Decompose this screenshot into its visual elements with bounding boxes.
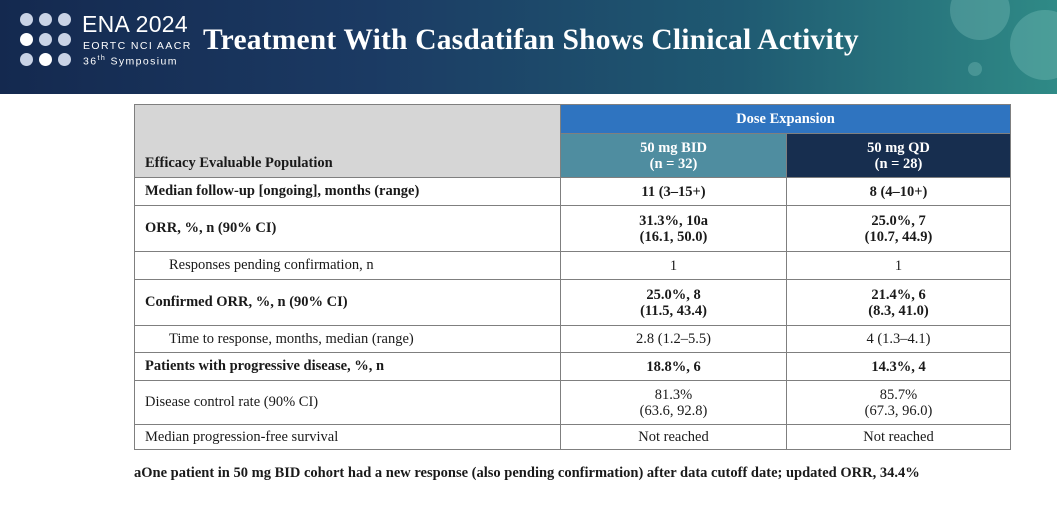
row-label: Median follow-up [ongoing], months (rang… — [134, 177, 561, 206]
decorative-bubble — [968, 62, 982, 76]
table-row: Median progression-free survival Not rea… — [134, 424, 1011, 450]
row-label: Median progression-free survival — [134, 424, 561, 450]
cell-qd: 14.3%, 4 — [786, 352, 1011, 381]
cell-qd: 85.7% (67.3, 96.0) — [786, 380, 1011, 425]
cell-bid: 25.0%, 8 (11.5, 43.4) — [560, 279, 787, 326]
cell-qd: 4 (1.3–4.1) — [786, 325, 1011, 353]
cell-qd: 25.0%, 7 (10.7, 44.9) — [786, 205, 1011, 252]
ena-logo-icon — [20, 13, 72, 69]
decorative-bubble — [1010, 10, 1057, 80]
table-row: Median follow-up [ongoing], months (rang… — [134, 177, 1011, 206]
table-row: Time to response, months, median (range)… — [134, 325, 1011, 353]
footnote: aOne patient in 50 mg BID cohort had a n… — [134, 465, 920, 481]
cell-bid: 81.3% (63.6, 92.8) — [560, 380, 787, 425]
row-label: ORR, %, n (90% CI) — [134, 205, 561, 252]
cell-qd: 21.4%, 6 (8.3, 41.0) — [786, 279, 1011, 326]
table-row: Patients with progressive disease, %, n … — [134, 352, 1011, 381]
cell-bid: 31.3%, 10a (16.1, 50.0) — [560, 205, 787, 252]
cell-bid: 18.8%, 6 — [560, 352, 787, 381]
efficacy-table: Efficacy Evaluable Population Dose Expan… — [134, 104, 1011, 450]
table-row: Responses pending confirmation, n 1 1 — [134, 251, 1011, 280]
cell-bid: Not reached — [560, 424, 787, 450]
brand-subtitle: EORTC NCI AACR — [83, 40, 192, 52]
row-label: Time to response, months, median (range) — [134, 325, 561, 353]
row-label: Disease control rate (90% CI) — [134, 380, 561, 425]
row-label: Responses pending confirmation, n — [134, 251, 561, 280]
cell-qd: 8 (4–10+) — [786, 177, 1011, 206]
dose-expansion-header: Dose Expansion — [560, 104, 1011, 134]
decorative-bubble — [950, 0, 1010, 40]
symposium-label: 36th Symposium — [83, 55, 178, 68]
cell-bid: 1 — [560, 251, 787, 280]
brand-name: ENA 2024 — [82, 11, 188, 37]
cell-bid: 11 (3–15+) — [560, 177, 787, 206]
table-row: ORR, %, n (90% CI) 31.3%, 10a (16.1, 50.… — [134, 205, 1011, 252]
table-row: Confirmed ORR, %, n (90% CI) 25.0%, 8 (1… — [134, 279, 1011, 326]
header-banner: ENA 2024 EORTC NCI AACR 36th Symposium T… — [0, 0, 1057, 94]
row-label: Patients with progressive disease, %, n — [134, 352, 561, 381]
column-header-bid: 50 mg BID (n = 32) — [560, 133, 787, 178]
population-header: Efficacy Evaluable Population — [134, 104, 561, 178]
row-label: Confirmed ORR, %, n (90% CI) — [134, 279, 561, 326]
table-row: Disease control rate (90% CI) 81.3% (63.… — [134, 380, 1011, 425]
cell-qd: Not reached — [786, 424, 1011, 450]
column-header-qd: 50 mg QD (n = 28) — [786, 133, 1011, 178]
page-title: Treatment With Casdatifan Shows Clinical… — [203, 24, 859, 56]
cell-qd: 1 — [786, 251, 1011, 280]
cell-bid: 2.8 (1.2–5.5) — [560, 325, 787, 353]
